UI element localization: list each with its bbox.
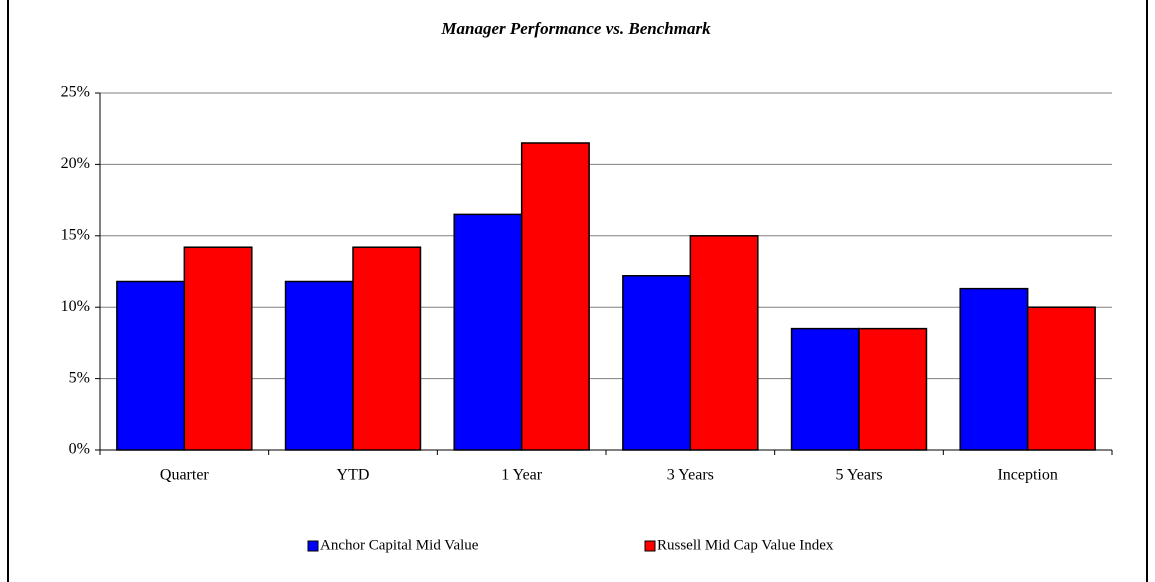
bar bbox=[352, 246, 422, 451]
bar bbox=[453, 213, 523, 451]
bar bbox=[284, 280, 354, 451]
y-tick-label: 15% bbox=[61, 226, 90, 243]
y-tick-label: 0% bbox=[69, 441, 90, 458]
y-tick-label: 5% bbox=[69, 369, 90, 386]
x-tick-label: Quarter bbox=[160, 467, 210, 484]
x-tick-label: 1 Year bbox=[501, 467, 543, 484]
bar bbox=[183, 246, 253, 451]
legend-swatch bbox=[307, 540, 319, 552]
bar bbox=[1026, 306, 1096, 451]
bar bbox=[858, 327, 928, 451]
bar bbox=[959, 287, 1029, 451]
bar bbox=[622, 275, 692, 451]
y-tick-label: 10% bbox=[61, 298, 90, 315]
legend-swatch bbox=[644, 540, 656, 552]
bar bbox=[790, 327, 860, 451]
chart-title: Manager Performance vs. Benchmark bbox=[440, 19, 711, 38]
legend-label: Anchor Capital Mid Value bbox=[320, 537, 479, 553]
bar bbox=[116, 280, 186, 451]
y-tick-label: 20% bbox=[61, 155, 90, 172]
legend-label: Russell Mid Cap Value Index bbox=[657, 537, 834, 553]
x-tick-label: Inception bbox=[997, 467, 1057, 484]
bar bbox=[520, 142, 590, 451]
x-tick-label: 3 Years bbox=[667, 467, 714, 484]
bar bbox=[689, 235, 759, 451]
y-tick-label: 25% bbox=[61, 84, 90, 101]
x-tick-label: 5 Years bbox=[835, 467, 882, 484]
x-tick-label: YTD bbox=[337, 467, 370, 484]
